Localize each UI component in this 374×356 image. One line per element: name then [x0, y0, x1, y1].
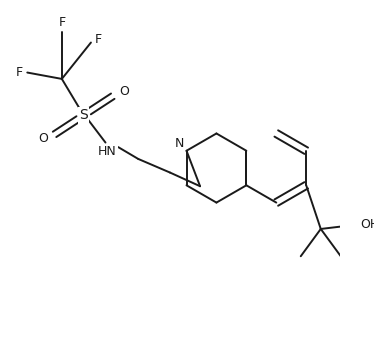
Text: O: O — [120, 85, 129, 98]
Text: N: N — [175, 137, 184, 150]
Text: F: F — [16, 66, 23, 79]
Text: OH: OH — [360, 218, 374, 231]
Text: O: O — [38, 132, 47, 146]
Text: F: F — [58, 16, 65, 29]
Text: S: S — [79, 108, 88, 122]
Text: F: F — [95, 33, 102, 46]
Text: HN: HN — [98, 145, 117, 158]
